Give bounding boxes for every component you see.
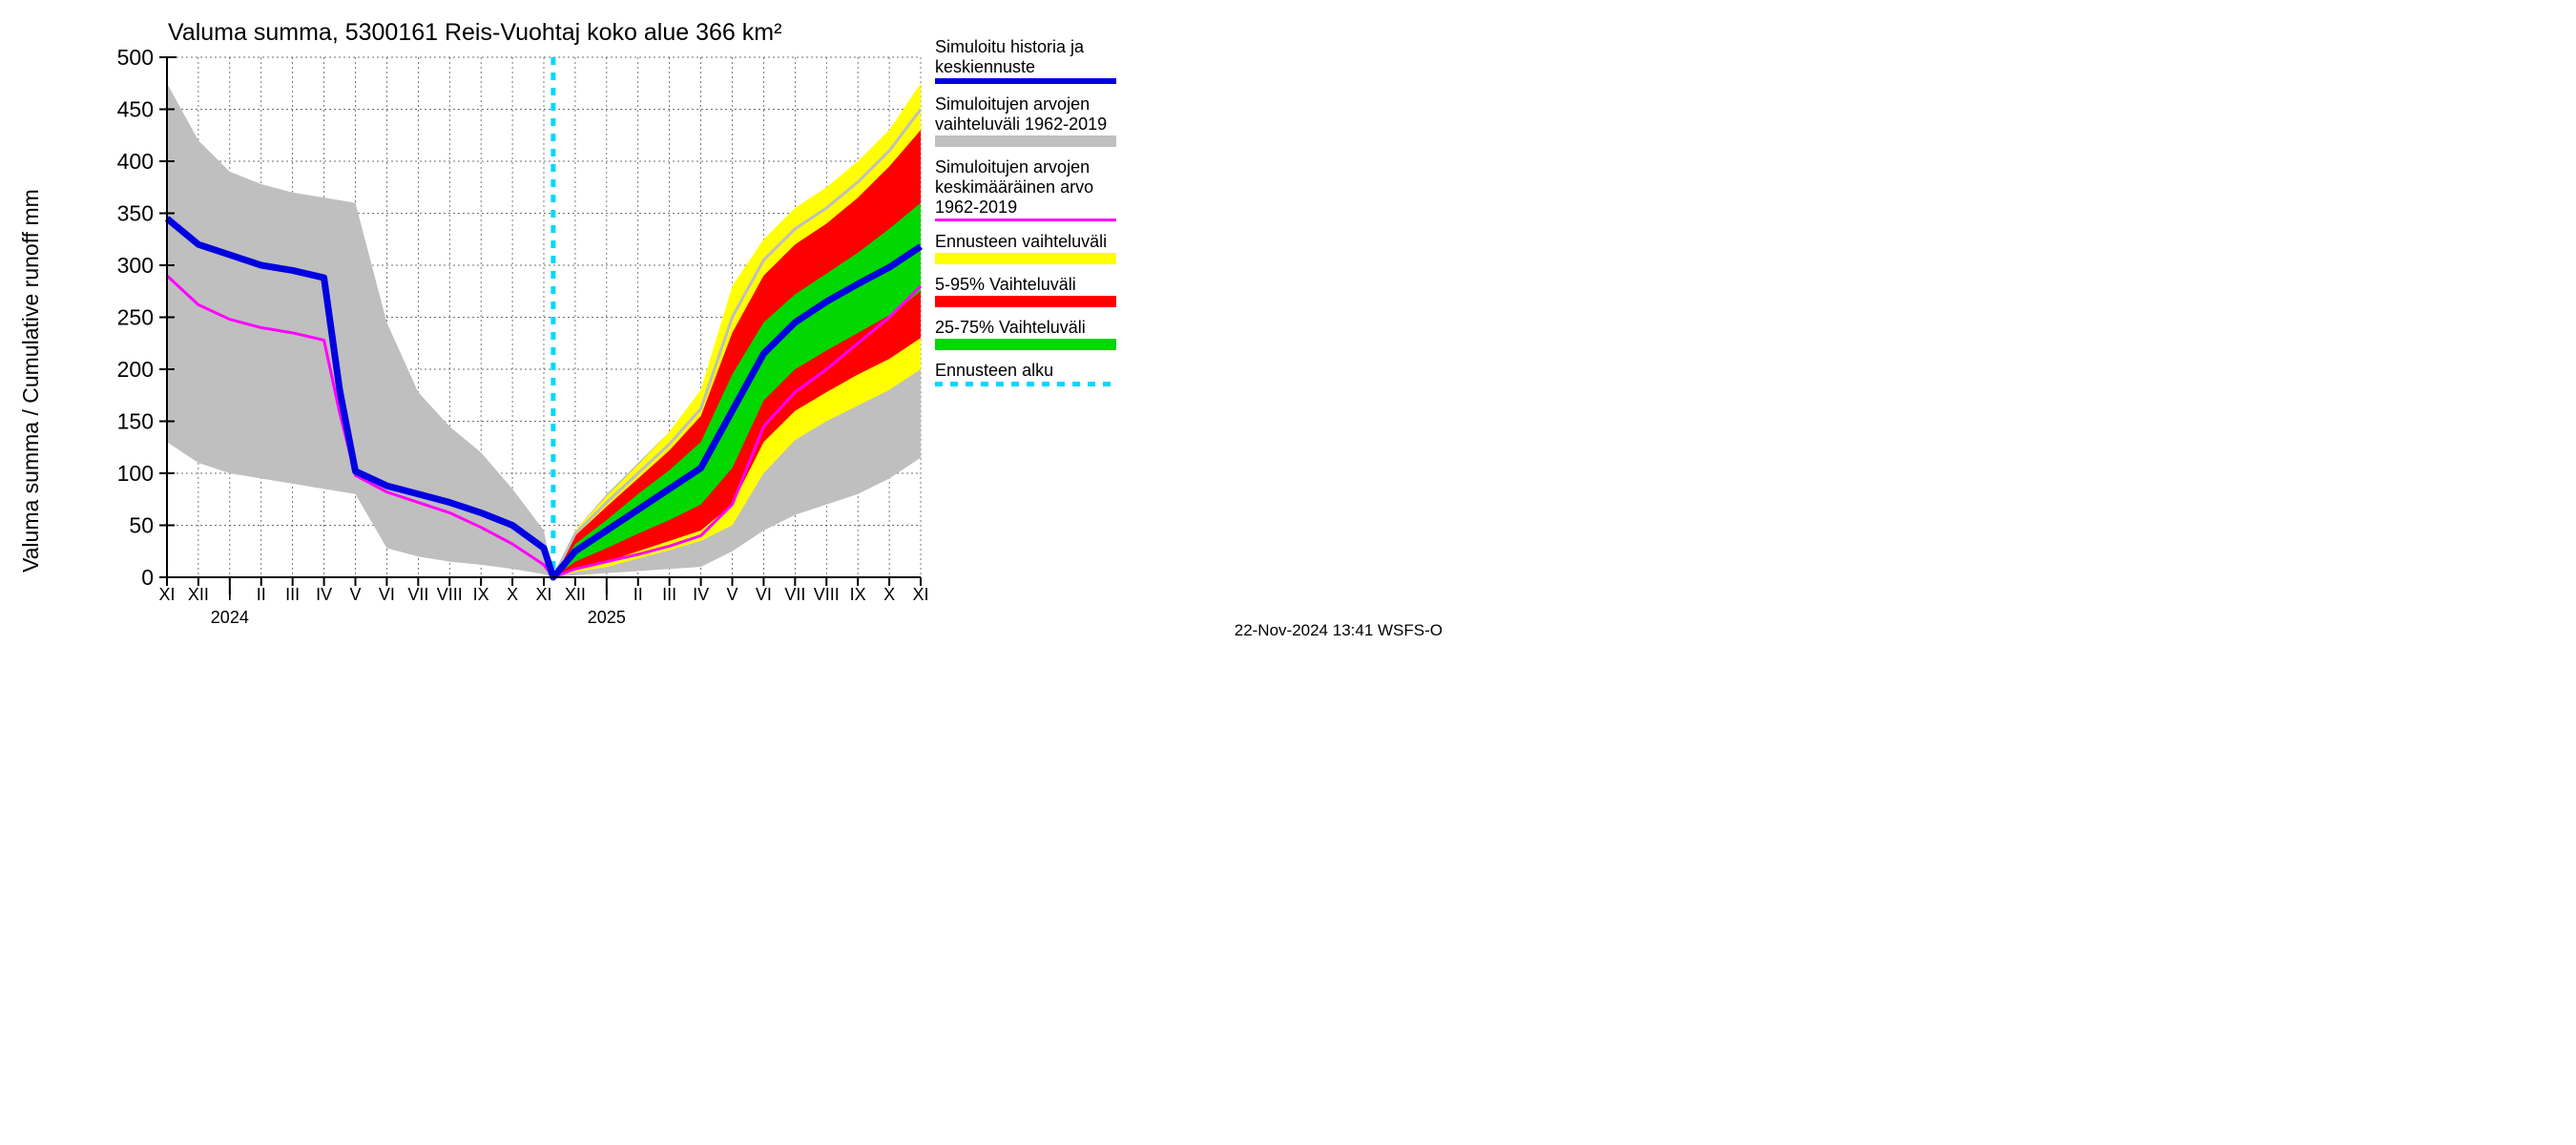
runoff-chart: 050100150200250300350400450500XIXIIIIIII… [0, 0, 1450, 649]
x-tick-label: VIII [437, 585, 463, 604]
x-tick-label: XI [912, 585, 928, 604]
x-tick-label: X [507, 585, 518, 604]
legend-label: Simuloitu historia ja [935, 37, 1085, 56]
x-tick-label: V [726, 585, 737, 604]
x-year-label: 2024 [211, 608, 249, 627]
x-tick-label: V [349, 585, 361, 604]
x-tick-label: XI [158, 585, 175, 604]
legend-label: vaihteluväli 1962-2019 [935, 114, 1107, 134]
legend-label: 5-95% Vaihteluväli [935, 275, 1076, 294]
y-tick-label: 250 [117, 305, 154, 330]
footer-timestamp: 22-Nov-2024 13:41 WSFS-O [1235, 621, 1443, 639]
x-tick-label: II [257, 585, 266, 604]
legend-label: Ennusteen vaihteluväli [935, 232, 1107, 251]
legend-label: keskimääräinen arvo [935, 177, 1093, 197]
legend-label: 25-75% Vaihteluväli [935, 318, 1086, 337]
y-tick-label: 450 [117, 97, 154, 122]
x-tick-label: XII [565, 585, 586, 604]
y-tick-label: 500 [117, 45, 154, 70]
y-tick-label: 350 [117, 201, 154, 226]
x-tick-label: VII [784, 585, 805, 604]
x-tick-label: I [227, 585, 232, 604]
y-tick-label: 100 [117, 461, 154, 486]
legend-label: 1962-2019 [935, 198, 1017, 217]
x-tick-label: X [883, 585, 895, 604]
x-tick-label: II [634, 585, 643, 604]
x-tick-label: IV [693, 585, 709, 604]
x-year-label: 2025 [588, 608, 626, 627]
y-tick-label: 300 [117, 253, 154, 278]
x-tick-label: III [662, 585, 676, 604]
legend-label: keskiennuste [935, 57, 1035, 76]
y-tick-label: 200 [117, 357, 154, 382]
x-tick-label: IX [473, 585, 489, 604]
x-tick-label: XII [188, 585, 209, 604]
legend-label: Simuloitujen arvojen [935, 157, 1090, 177]
x-tick-label: XI [535, 585, 551, 604]
x-tick-label: VI [756, 585, 772, 604]
y-tick-label: 0 [141, 565, 154, 590]
chart-title: Valuma summa, 5300161 Reis-Vuohtaj koko … [168, 19, 781, 46]
x-tick-label: VI [379, 585, 395, 604]
x-tick-label: VIII [814, 585, 840, 604]
y-axis-label: Valuma summa / Cumulative runoff mm [18, 189, 43, 572]
x-tick-label: III [285, 585, 300, 604]
y-tick-label: 150 [117, 409, 154, 434]
x-tick-label: I [604, 585, 609, 604]
x-tick-label: VII [407, 585, 428, 604]
x-tick-label: IV [316, 585, 332, 604]
legend-label: Simuloitujen arvojen [935, 94, 1090, 114]
y-tick-label: 400 [117, 149, 154, 174]
legend-label: Ennusteen alku [935, 361, 1053, 380]
y-tick-label: 50 [129, 513, 154, 538]
x-tick-label: IX [850, 585, 866, 604]
